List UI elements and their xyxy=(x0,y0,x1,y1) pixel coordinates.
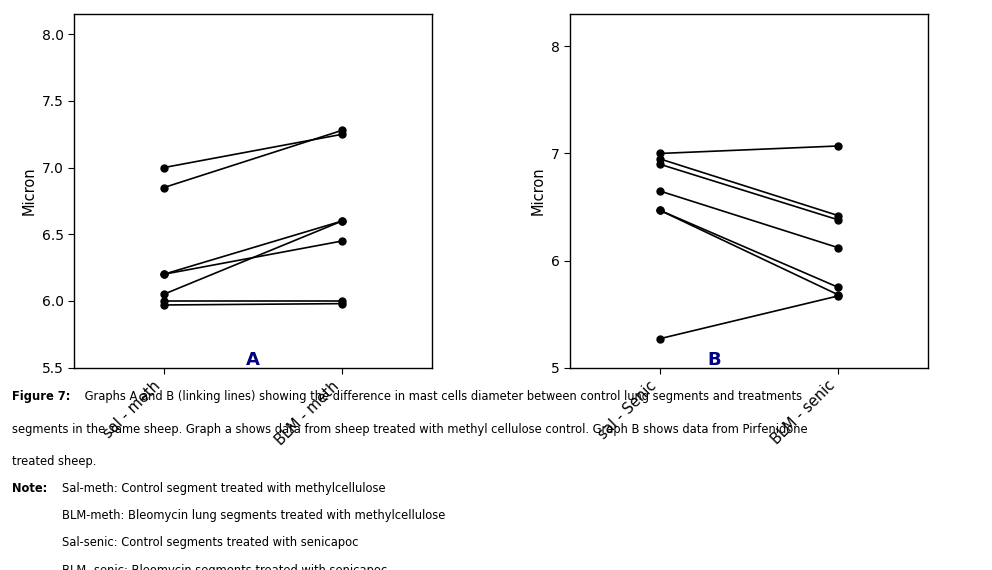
Text: BLM-meth: Bleomycin lung segments treated with methylcellulose: BLM-meth: Bleomycin lung segments treate… xyxy=(62,509,444,522)
Y-axis label: Micron: Micron xyxy=(531,166,546,215)
Text: Note:: Note: xyxy=(12,482,48,495)
Text: treated sheep.: treated sheep. xyxy=(12,455,96,469)
Text: Sal-meth: Control segment treated with methylcellulose: Sal-meth: Control segment treated with m… xyxy=(62,482,385,495)
Text: Figure 7:: Figure 7: xyxy=(12,390,70,404)
Text: B: B xyxy=(707,351,721,369)
Y-axis label: Micron: Micron xyxy=(22,166,37,215)
Text: A: A xyxy=(246,351,260,369)
Text: Graphs A and B (linking lines) showing the difference in mast cells diameter bet: Graphs A and B (linking lines) showing t… xyxy=(81,390,803,404)
Text: BLM- senic: Bleomycin segments treated with senicapoc: BLM- senic: Bleomycin segments treated w… xyxy=(62,564,387,570)
Text: segments in the same sheep. Graph a shows data from sheep treated with methyl ce: segments in the same sheep. Graph a show… xyxy=(12,423,807,436)
Text: Sal-senic: Control segments treated with senicapoc: Sal-senic: Control segments treated with… xyxy=(62,536,358,549)
